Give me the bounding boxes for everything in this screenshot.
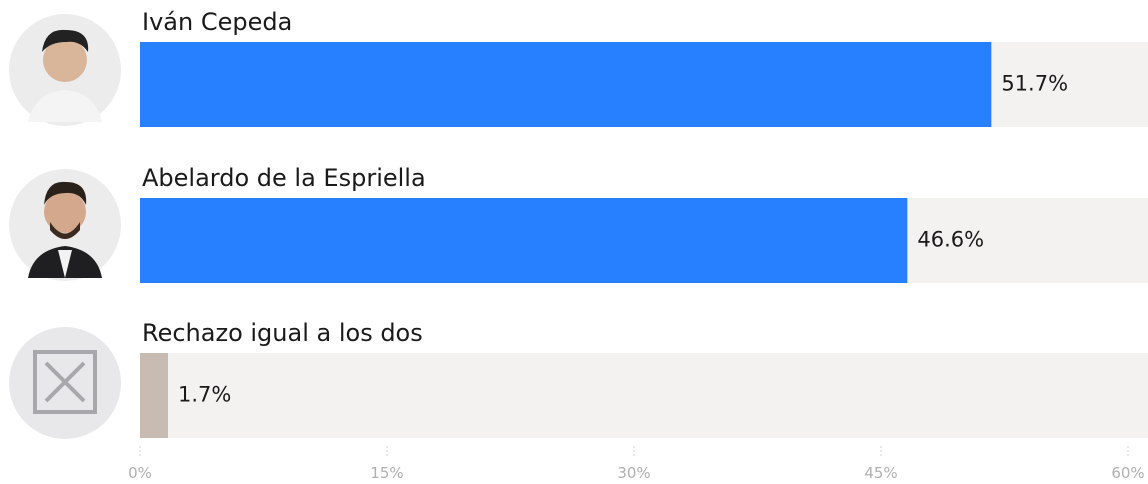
value-label: 46.6% <box>917 228 984 252</box>
x-tick-label: 30% <box>617 464 650 482</box>
x-tick-label: 45% <box>864 464 897 482</box>
category-label: Iván Cepeda <box>142 8 292 36</box>
avatar <box>9 14 121 126</box>
avatar <box>9 169 121 281</box>
category-label: Rechazo igual a los dos <box>142 319 423 347</box>
bar <box>140 353 168 438</box>
x-tick-label: 0% <box>128 464 152 482</box>
bar <box>140 198 908 283</box>
value-label: 51.7% <box>1001 72 1068 96</box>
value-label: 1.7% <box>178 383 231 407</box>
category-label: Abelardo de la Espriella <box>142 164 426 192</box>
x-tick-label: 60% <box>1111 464 1144 482</box>
bar <box>140 42 992 127</box>
bar-track <box>140 353 1148 438</box>
x-tick-label: 15% <box>370 464 403 482</box>
avatar-none <box>9 327 121 439</box>
